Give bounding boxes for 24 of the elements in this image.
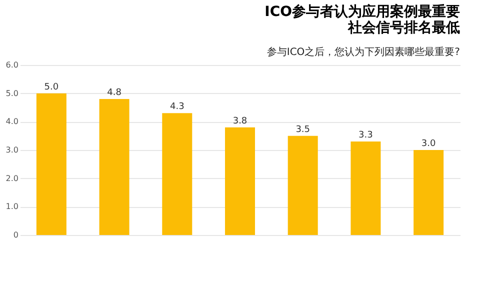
bar — [350, 142, 381, 235]
data-label: 3.0 — [421, 139, 436, 149]
text: ICO参与者认为应用案例最重要 — [264, 4, 460, 20]
data-label: 5.0 — [44, 82, 59, 92]
bar — [99, 99, 130, 235]
chart-subtitle: 参与ICO之后，您认为下列因素哪些最重要? — [266, 46, 460, 58]
bar — [414, 150, 444, 235]
y-tick-label: 5.0 — [6, 88, 18, 98]
data-label: 4.3 — [170, 102, 184, 112]
data-label: 3.3 — [358, 130, 373, 140]
bar — [36, 93, 66, 235]
y-tick-label: 2.0 — [6, 174, 18, 183]
y-tick-label: 0 — [13, 230, 18, 240]
y-tick-label: 6.0 — [6, 60, 18, 70]
y-tick-label: 1.0 — [6, 202, 18, 212]
bar — [225, 127, 255, 235]
bar — [162, 113, 192, 235]
data-label: 3.8 — [232, 116, 248, 126]
data-label: 4.8 — [107, 88, 122, 98]
y-tick-label: 3.0 — [6, 146, 18, 154]
data-label: 3.5 — [296, 124, 310, 135]
text: 社会信号排名最低 — [348, 20, 460, 36]
y-tick-label: 4.0 — [6, 117, 18, 126]
bar — [288, 136, 318, 235]
